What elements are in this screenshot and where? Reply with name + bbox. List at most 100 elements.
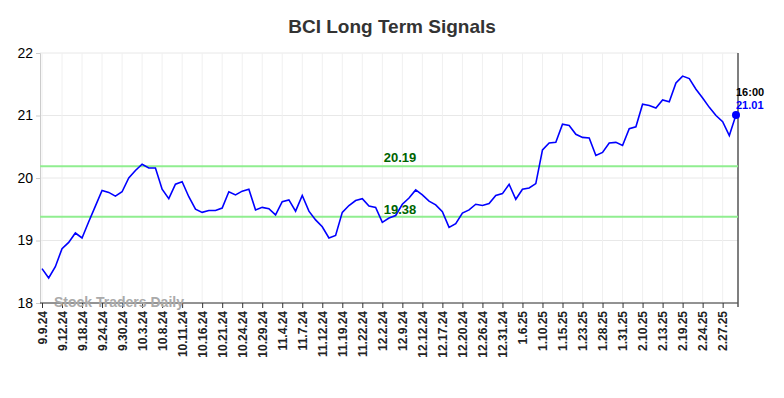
tick: 22 xyxy=(17,45,40,61)
tick-label: 1.28.25 xyxy=(596,311,610,351)
tick-mark xyxy=(42,303,43,308)
tick: 10.21.24 xyxy=(216,303,230,358)
tick-mark xyxy=(683,303,684,308)
tick-label: 9.12.24 xyxy=(56,311,70,351)
tick: 12.31.24 xyxy=(496,303,510,358)
tick-label: 9.9.24 xyxy=(36,311,50,345)
grid-line xyxy=(42,53,43,303)
grid-line xyxy=(262,53,263,303)
tick-mark xyxy=(36,178,40,179)
axis-line xyxy=(36,54,41,304)
tick-mark xyxy=(36,116,40,117)
tick-mark xyxy=(362,303,363,308)
tick-label: 11.7.24 xyxy=(296,311,310,351)
tick: 12.17.24 xyxy=(436,303,450,358)
grid-line xyxy=(682,53,683,303)
tick: 1.23.25 xyxy=(576,303,590,351)
tick: 10.24.24 xyxy=(236,303,250,358)
grid-line xyxy=(722,53,723,303)
tick-label: 1.31.25 xyxy=(616,311,630,351)
tick-label: 18 xyxy=(17,295,33,311)
tick-label: 12.2.24 xyxy=(376,311,390,351)
tick-mark xyxy=(36,53,40,54)
tick-label: 9.30.24 xyxy=(116,311,130,351)
grid-line xyxy=(442,53,443,303)
tick: 10.8.24 xyxy=(156,303,170,351)
tick: 10.16.24 xyxy=(196,303,210,358)
grid-line xyxy=(422,53,423,303)
tick: 1.10.25 xyxy=(536,303,550,351)
tick-mark xyxy=(202,303,203,308)
grid-line xyxy=(40,178,738,179)
grid-line xyxy=(242,53,243,303)
price-line xyxy=(42,76,736,278)
tick-label: 11.12.24 xyxy=(316,311,330,357)
grid-line xyxy=(142,53,143,303)
tick-mark xyxy=(36,303,40,304)
tick: 19 xyxy=(17,232,40,248)
tick: 18 xyxy=(17,295,40,311)
tick: 1.31.25 xyxy=(616,303,630,351)
grid-line xyxy=(102,53,103,303)
tick: 9.12.24 xyxy=(56,303,70,351)
grid-line xyxy=(402,53,403,303)
grid-line xyxy=(82,53,83,303)
tick-mark xyxy=(442,303,443,308)
tick-mark xyxy=(502,303,503,308)
tick-mark xyxy=(522,303,523,308)
title: BCI Long Term Signals xyxy=(288,16,496,37)
tick-mark xyxy=(422,303,423,308)
grid-line xyxy=(542,53,543,303)
grid-line xyxy=(222,53,223,303)
tick-mark xyxy=(723,303,724,308)
tick-label: 2.10.25 xyxy=(636,311,650,351)
tick-label: 12.12.24 xyxy=(416,311,430,358)
tick-label: 9.18.24 xyxy=(76,311,90,351)
tick: 20 xyxy=(17,170,40,186)
tick: 12.12.24 xyxy=(416,303,430,358)
tick-label: 2.19.25 xyxy=(676,311,690,351)
grid-line xyxy=(322,53,323,303)
tick: 11.7.24 xyxy=(296,303,310,350)
grid-line xyxy=(562,53,563,303)
tick-label: 10.8.24 xyxy=(156,311,170,351)
tick-label: 11.22.24 xyxy=(356,311,370,357)
tick-mark xyxy=(242,303,243,308)
tick: 9.30.24 xyxy=(116,303,130,351)
grid-line xyxy=(602,53,603,303)
tick: 10.3.24 xyxy=(136,303,150,351)
chart: BCI Long Term Signals18192021229.9.249.1… xyxy=(0,0,784,398)
tick-label: 12.20.24 xyxy=(456,311,470,358)
tick-label: 12.17.24 xyxy=(436,311,450,358)
tick-label: 19 xyxy=(17,232,33,248)
tick-mark xyxy=(382,303,383,308)
last-value-label: 21.01 xyxy=(736,99,764,111)
y-axis: 1819202122 xyxy=(17,45,40,311)
tick-label: 1.10.25 xyxy=(536,311,550,351)
grid-line xyxy=(122,53,123,303)
time-label: 16:00 xyxy=(736,86,764,98)
grid-line xyxy=(662,53,663,303)
last-point xyxy=(732,111,740,119)
watermark: Stock Traders Daily xyxy=(54,294,184,310)
tick: 10.11.24 xyxy=(176,303,190,357)
grid-line xyxy=(40,53,738,54)
grid-line xyxy=(502,53,503,303)
grid-line xyxy=(382,53,383,303)
tick-mark xyxy=(322,303,323,308)
tick-mark xyxy=(482,303,483,308)
grid-line xyxy=(282,53,283,303)
tick-label: 10.29.24 xyxy=(256,311,270,358)
tick-mark xyxy=(282,303,283,308)
tick-label: 2.27.25 xyxy=(716,311,730,351)
tick-label: 10.21.24 xyxy=(216,311,230,358)
tick-label: 2.24.25 xyxy=(696,311,710,351)
tick: 12.20.24 xyxy=(456,303,470,358)
tick: 11.12.24 xyxy=(316,303,330,357)
grid-line xyxy=(40,115,738,116)
tick-mark xyxy=(302,303,303,308)
grid-line xyxy=(582,53,583,303)
tick: 2.24.25 xyxy=(696,303,710,351)
tick-label: 1.23.25 xyxy=(576,311,590,351)
tick: 9.18.24 xyxy=(76,303,90,351)
